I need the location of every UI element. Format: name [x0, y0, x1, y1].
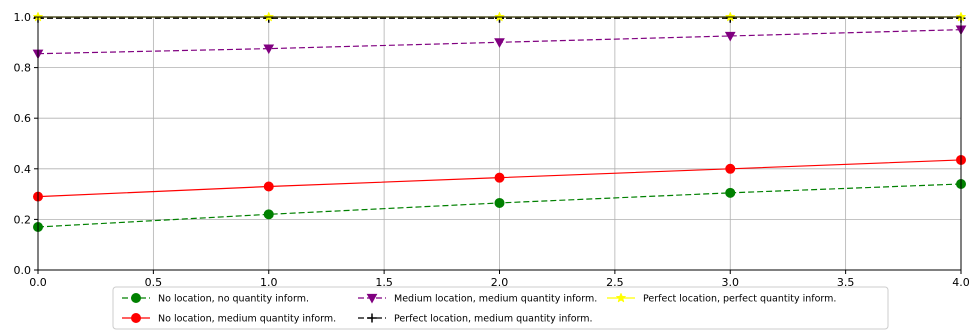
y-tick-label: 0.2 — [14, 213, 32, 226]
data-point — [494, 197, 505, 208]
data-point — [725, 187, 736, 198]
legend-marker — [131, 293, 141, 303]
data-point — [263, 209, 274, 220]
data-point — [494, 172, 505, 183]
data-point — [725, 163, 736, 174]
legend-entry: No location, no quantity inform. — [122, 293, 309, 305]
data-point — [263, 44, 275, 55]
y-tick-label: 0.8 — [14, 62, 32, 75]
y-tick-label: 0.0 — [14, 264, 32, 277]
legend-marker — [615, 292, 627, 303]
data-point — [724, 31, 736, 42]
x-tick-label: 2.0 — [491, 276, 509, 289]
legend-marker — [366, 293, 378, 304]
grid — [37, 16, 962, 271]
legend-label: Perfect location, perfect quantity infor… — [643, 294, 836, 305]
data-point — [263, 181, 274, 192]
legend-entry: Perfect location, perfect quantity infor… — [607, 292, 836, 305]
legend-entry: No location, medium quantity inform. — [122, 313, 336, 325]
x-tick-label: 0.5 — [145, 276, 163, 289]
x-tick-label: 3.0 — [722, 276, 740, 289]
legend-marker — [367, 313, 377, 323]
y-tick-label: 0.6 — [14, 112, 32, 125]
y-tick-label: 1.0 — [14, 11, 32, 24]
legend-entry: Perfect location, medium quantity inform… — [358, 313, 593, 325]
legend-label: Medium location, medium quantity inform. — [394, 294, 597, 305]
legend-box — [112, 286, 889, 330]
x-tick-label: 3.5 — [837, 276, 855, 289]
x-tick-label: 1.5 — [375, 276, 393, 289]
data-point — [494, 38, 505, 48]
x-tick-label: 2.5 — [606, 276, 624, 289]
x-tick-label: 1.0 — [260, 276, 278, 289]
legend-label: No location, medium quantity inform. — [158, 314, 336, 325]
legend-entry: Medium location, medium quantity inform. — [358, 294, 597, 305]
legend: No location, no quantity inform. No locat… — [112, 286, 889, 330]
x-tick-label: 0.0 — [29, 276, 47, 289]
y-tick-label: 0.4 — [14, 163, 32, 176]
legend-label: No location, no quantity inform. — [158, 294, 309, 305]
x-tick-label: 4.0 — [952, 276, 970, 289]
legend-label: Perfect location, medium quantity inform… — [394, 314, 593, 325]
series-1 — [33, 178, 966, 232]
axis-ticks: 0.0 0.5 1.0 1.5 2.0 2.5 3.0 3.5 4.0 0.0 0.2 0.4 0.6 0… — [14, 11, 970, 289]
legend-marker — [131, 313, 141, 323]
